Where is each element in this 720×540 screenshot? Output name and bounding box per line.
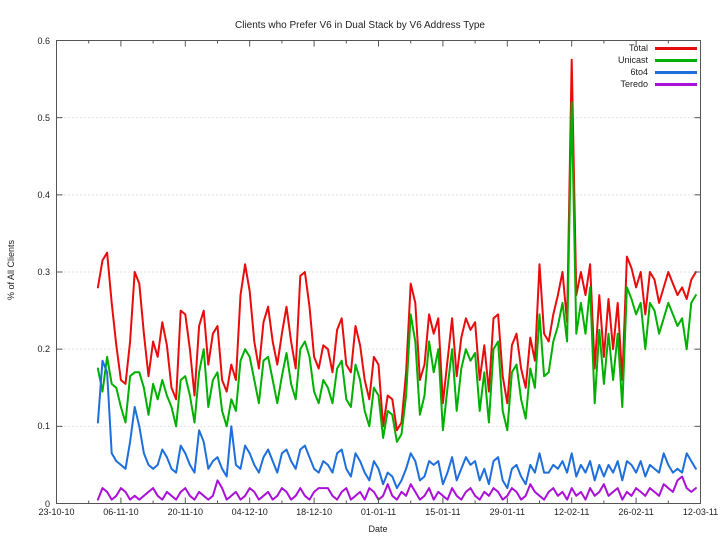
x-tick-label: 12-02-11 <box>554 507 590 517</box>
x-axis-label: Date <box>368 524 388 534</box>
legend-item-6to4: 6to4 <box>618 66 697 78</box>
chart-title: Clients who Prefer V6 in Dual Stack by V… <box>235 20 485 31</box>
x-tick-label: 06-11-10 <box>103 507 139 517</box>
x-tick-label: 04-12-10 <box>231 507 268 517</box>
y-tick-label: 0.4 <box>37 189 50 200</box>
legend-line-sample-teredo <box>655 82 697 86</box>
x-tick-label: 01-01-11 <box>360 507 397 517</box>
x-tick-label: 20-11-10 <box>167 507 203 517</box>
x-tick-label: 29-01-11 <box>489 507 525 517</box>
legend-line-sample-6to4 <box>655 70 697 74</box>
legend-item-unicast: Unicast <box>618 54 697 66</box>
series-line-total <box>96 58 697 432</box>
y-tick-label: 0.3 <box>37 267 50 277</box>
y-tick-label: 0 <box>44 498 50 509</box>
legend-item-total: Total <box>618 42 697 54</box>
legend-label-6to4: 6to4 <box>630 67 648 77</box>
legend-line-sample-total <box>655 46 697 50</box>
x-tick-label: 26-02-11 <box>618 507 654 517</box>
y-tick-label: 0.6 <box>37 35 50 46</box>
legend-line-sample-unicast <box>655 58 697 62</box>
x-tick-labels: 23-10-10 06-11-10 20-11-10 04-12-10 18-12-10… <box>0 507 720 521</box>
legend-item-teredo: Teredo <box>618 78 697 90</box>
legend: Total Unicast 6to4 Teredo <box>618 42 697 90</box>
x-tick-label: 18-12-10 <box>296 507 333 517</box>
series-line-unicast <box>96 101 697 443</box>
y-tick-label: 0.5 <box>37 112 50 123</box>
series-line-teredo <box>96 475 697 501</box>
x-tick-label: 23-10-10 <box>38 507 75 517</box>
legend-label-teredo: Teredo <box>620 79 648 89</box>
x-tick-label: 12-03-11 <box>682 507 719 517</box>
y-tick-label: 0.2 <box>37 344 50 355</box>
legend-label-unicast: Unicast <box>617 55 648 65</box>
y-tick-label: 0.1 <box>37 421 50 432</box>
y-tick-labels: 0 0.1 0.2 0.3 0.4 0.5 0.6 <box>30 0 50 540</box>
x-tick-label: 15-01-11 <box>425 507 461 517</box>
legend-label-total: Total <box>628 43 648 53</box>
series-line-6to4 <box>96 359 697 490</box>
y-axis-label: % of All Clients <box>6 239 16 301</box>
